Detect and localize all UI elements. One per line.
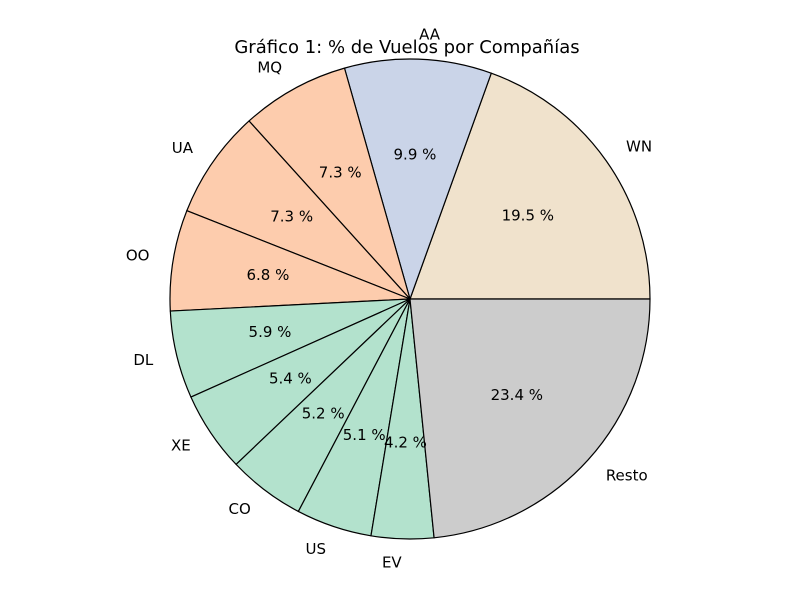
slice-percent-resto: 23.4 %: [491, 386, 543, 404]
slice-label-aa: AA: [419, 26, 441, 44]
pie-slice-ua: [186, 120, 411, 300]
chart-title: Gráfico 1: % de Vuelos por Compañías: [234, 37, 579, 58]
slice-percent-xe: 5.4 %: [269, 370, 312, 388]
slice-percent-ua: 7.3 %: [270, 207, 313, 225]
slice-label-mq: MQ: [257, 59, 282, 77]
slice-percent-labels: 19.5 % 9.9 % 7.3 % 7.3 % 6.8 % 5.9 % 5.4 % 5.2 …: [246, 146, 554, 452]
slice-percent-co: 5.2 %: [302, 404, 345, 422]
pie-slice-wn: [409, 72, 651, 300]
slice-label-ua: UA: [172, 139, 194, 157]
slice-percent-mq: 7.3 %: [319, 164, 362, 182]
pie-slice-mq: [248, 67, 411, 300]
slice-percent-ev: 4.2 %: [384, 433, 427, 451]
slice-percent-dl: 5.9 %: [249, 323, 292, 341]
slice-label-oo: OO: [126, 247, 150, 265]
pie-slice-resto: [409, 298, 651, 539]
slice-label-wn: WN: [626, 138, 652, 156]
slice-label-dl: DL: [133, 351, 154, 369]
slice-label-ev: EV: [382, 553, 402, 571]
slice-label-us: US: [306, 540, 327, 558]
pie-slices: [169, 58, 651, 540]
slice-percent-wn: 19.5 %: [502, 207, 554, 225]
pie-slice-aa: [343, 58, 492, 300]
slice-percent-oo: 6.8 %: [246, 266, 289, 284]
slice-percent-aa: 9.9 %: [394, 146, 437, 164]
slice-percent-us: 5.1 %: [343, 426, 386, 444]
slice-label-xe: XE: [171, 437, 191, 455]
slice-label-resto: Resto: [606, 467, 648, 485]
slice-labels: WN AA MQ UA OO DL XE CO US EV Resto: [126, 26, 652, 572]
slice-label-co: CO: [229, 500, 251, 518]
